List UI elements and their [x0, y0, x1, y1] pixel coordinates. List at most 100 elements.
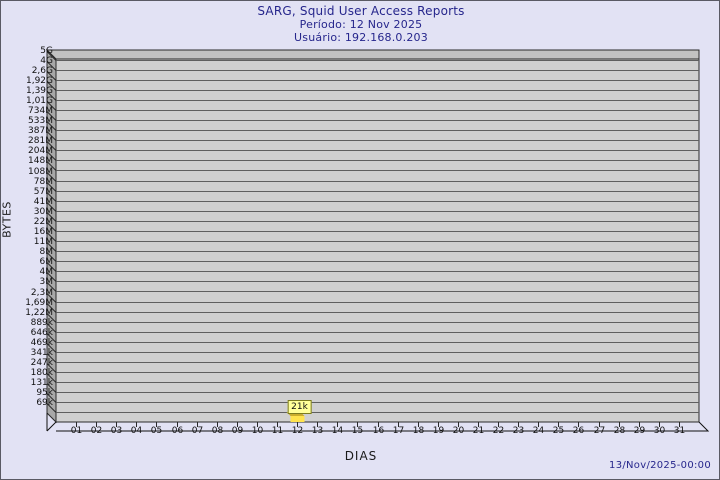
y-tickmark [46, 101, 57, 111]
y-tick-label: 4G [40, 55, 53, 66]
y-tick-label: 78M [33, 176, 53, 187]
x-tick-label: 24 [532, 426, 545, 436]
y-tick-label: 341k [30, 347, 53, 358]
y-tick-label: 6M [39, 256, 54, 267]
y-tickmark [46, 293, 57, 303]
plot-face [55, 58, 700, 423]
y-tickmark [46, 81, 57, 91]
x-tick-label: 08 [211, 426, 224, 436]
y-axis-title: BYTES [0, 201, 14, 238]
y-tickmark [46, 323, 57, 333]
x-axis-line [46, 421, 57, 432]
y-tickmark [46, 343, 57, 353]
y-tickmark [46, 373, 57, 383]
y-tickmark [46, 141, 57, 151]
y-tickmark [46, 333, 57, 343]
y-tick-label: 11M [33, 236, 53, 247]
report-period: Período: 12 Nov 2025 [299, 18, 423, 31]
y-tickmark [46, 51, 57, 61]
x-tick-label: 18 [412, 426, 425, 436]
y-tick-label: 69k [36, 397, 53, 408]
report-user: Usuário: 192.168.0.203 [294, 31, 428, 44]
x-tick-label: 02 [90, 426, 103, 436]
y-tick-label: 533M [28, 115, 53, 126]
y-tick-label: 247k [30, 357, 53, 368]
y-tickmark [46, 272, 57, 282]
y-tick-label: 148M [28, 155, 53, 166]
y-tickmark [46, 393, 57, 403]
x-tick-label: 11 [271, 426, 284, 436]
x-tick-label: 22 [492, 426, 505, 436]
y-tick-label: 5G [40, 45, 53, 56]
x-axis-title: DIAS [344, 449, 378, 463]
y-tickmark [46, 282, 57, 292]
x-tick-label: 15 [351, 426, 364, 436]
x-tickmark-group [76, 422, 680, 427]
y-tick-label: 1,92G [25, 75, 53, 86]
x-tick-label: 14 [331, 426, 344, 436]
y-tickmark [46, 131, 57, 141]
y-tickmark [46, 192, 57, 202]
x-tick-label: 29 [633, 426, 646, 436]
y-tickmark [46, 222, 57, 232]
y-tick-label: 281M [28, 135, 53, 146]
y-tick-label: 180k [30, 367, 53, 378]
y-tickmark [46, 172, 57, 182]
y-tickmark [46, 252, 57, 262]
y-tick-label: 1,39G [25, 85, 53, 96]
y-tickmark-group [46, 51, 57, 413]
gridline-group [56, 60, 699, 413]
x-tick-label: 10 [251, 426, 264, 436]
y-tickmark [46, 212, 57, 222]
x-tick-label: 20 [452, 426, 465, 436]
x-tick-label: 28 [613, 426, 626, 436]
y-tick-label: 2,3M [30, 287, 53, 298]
y-tick-label: 41M [33, 196, 53, 207]
x-tick-label: 12 [291, 426, 304, 436]
x-tick-label: 06 [171, 426, 184, 436]
y-tick-label: 2,6G [31, 65, 53, 76]
y-tick-label: 204M [28, 145, 53, 156]
y-tickmark [46, 61, 57, 71]
y-tickmark [46, 182, 57, 192]
y-tick-label: 95k [36, 387, 53, 398]
y-tickmark [46, 403, 57, 413]
y-tickmark [46, 353, 57, 363]
y-tickmark [46, 91, 57, 101]
y-tick-label: 734M [28, 105, 53, 116]
y-tick-label: 8M [39, 246, 54, 257]
y-tickmark [46, 262, 57, 272]
x-tick-label: 01 [70, 426, 83, 436]
y-tickmark [46, 363, 57, 373]
chart-title-block: SARG, Squid User Access Reports Período:… [1, 4, 719, 45]
x-tick-label: 17 [392, 426, 405, 436]
page-title: SARG, Squid User Access Reports [257, 4, 465, 18]
y-tickmark [46, 151, 57, 161]
x-tick-label: 27 [593, 426, 606, 436]
y-tickmark [46, 383, 57, 393]
y-tick-label: 108M [28, 166, 53, 177]
y-tickmark [46, 303, 57, 313]
x-tick-label: 26 [572, 426, 585, 436]
y-tick-label: 889k [30, 317, 53, 328]
x-tick-label: 25 [552, 426, 565, 436]
y-tick-label: 1,22M [25, 307, 53, 318]
x-tick-label: 07 [191, 426, 204, 436]
x-tick-label: 16 [372, 426, 385, 436]
y-tick-label: 16M [33, 226, 53, 237]
y-tick-label: 646k [30, 327, 53, 338]
y-tickmark [46, 313, 57, 323]
y-tick-label: 30M [33, 206, 53, 217]
y-tick-label: 469k [30, 337, 53, 348]
x-tick-label: 23 [512, 426, 525, 436]
x-tick-label: 30 [653, 426, 666, 436]
y-tick-label: 3M [39, 276, 54, 287]
bar-face [290, 416, 305, 422]
y-tick-label: 57M [33, 186, 53, 197]
y-axis-tick-labels: 5G 4G 2,6G 1,92G 1,39G 1,01G 734M 533M 387M 281M 2… [1, 1, 54, 479]
x-tick-label: 03 [110, 426, 123, 436]
x-tick-label: 09 [231, 426, 244, 436]
